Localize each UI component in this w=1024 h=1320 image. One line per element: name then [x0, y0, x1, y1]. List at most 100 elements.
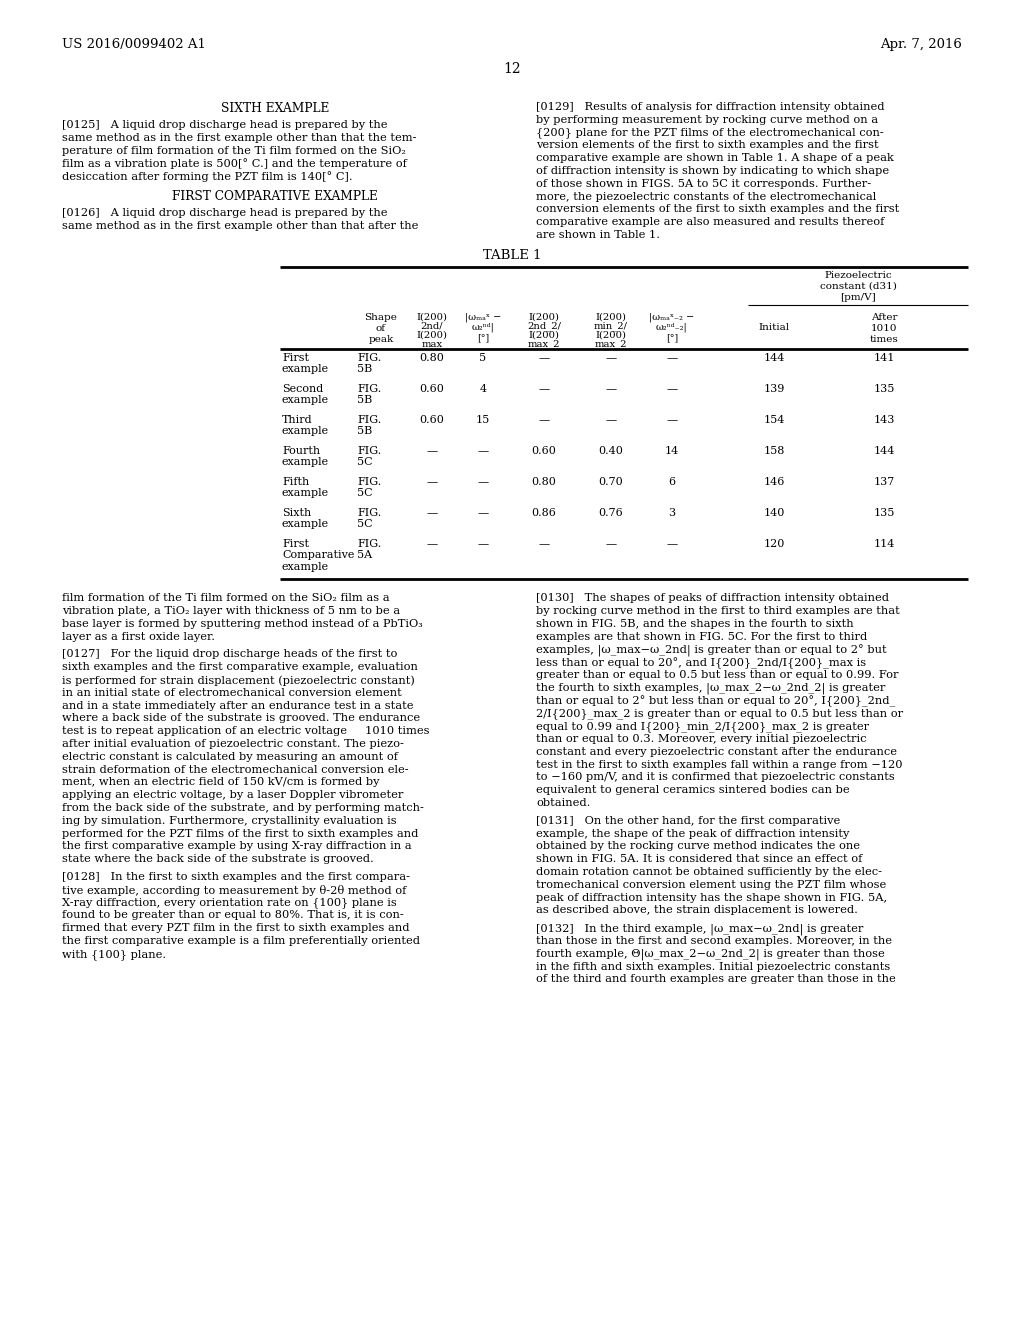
Text: After: After [870, 313, 897, 322]
Text: —: — [477, 539, 488, 549]
Text: firmed that every PZT film in the first to sixth examples and: firmed that every PZT film in the first … [62, 923, 410, 933]
Text: SIXTH EXAMPLE: SIXTH EXAMPLE [221, 102, 329, 115]
Text: I(200): I(200) [596, 331, 627, 339]
Text: 144: 144 [873, 446, 895, 455]
Text: obtained.: obtained. [536, 799, 591, 808]
Text: where a back side of the substrate is grooved. The endurance: where a back side of the substrate is gr… [62, 714, 420, 723]
Text: FIG.: FIG. [357, 352, 381, 363]
Text: Initial: Initial [759, 323, 790, 331]
Text: base layer is formed by sputtering method instead of a PbTiO₃: base layer is formed by sputtering metho… [62, 619, 423, 628]
Text: strain deformation of the electromechanical conversion ele-: strain deformation of the electromechani… [62, 764, 409, 775]
Text: perature of film formation of the Ti film formed on the SiO₂: perature of film formation of the Ti fil… [62, 145, 406, 156]
Text: Fifth: Fifth [282, 477, 309, 487]
Text: version elements of the first to sixth examples and the first: version elements of the first to sixth e… [536, 140, 879, 150]
Text: than or equal to 0.3. Moreover, every initial piezoelectric: than or equal to 0.3. Moreover, every in… [536, 734, 866, 744]
Text: First: First [282, 539, 309, 549]
Text: —: — [477, 477, 488, 487]
Text: |ωₘₐˣ −: |ωₘₐˣ − [465, 313, 501, 322]
Text: ω₂ⁿᵈ₋₂|: ω₂ⁿᵈ₋₂| [656, 323, 688, 333]
Text: FIG.: FIG. [357, 477, 381, 487]
Text: I(200): I(200) [528, 313, 559, 322]
Text: 0.40: 0.40 [599, 446, 624, 455]
Text: 2/I{200}_max_2 is greater than or equal to 0.5 but less than or: 2/I{200}_max_2 is greater than or equal … [536, 709, 903, 719]
Text: sixth examples and the first comparative example, evaluation: sixth examples and the first comparative… [62, 663, 418, 672]
Text: min_2/: min_2/ [594, 322, 628, 331]
Text: —: — [667, 539, 678, 549]
Text: 0.60: 0.60 [420, 414, 444, 425]
Text: comparative example are shown in Table 1. A shape of a peak: comparative example are shown in Table 1… [536, 153, 894, 164]
Text: example: example [282, 364, 329, 375]
Text: 0.60: 0.60 [420, 384, 444, 393]
Text: 146: 146 [763, 477, 784, 487]
Text: example: example [282, 488, 329, 499]
Text: greater than or equal to 0.5 but less than or equal to 0.99. For: greater than or equal to 0.5 but less th… [536, 671, 898, 680]
Text: FIG.: FIG. [357, 384, 381, 393]
Text: the fourth to sixth examples, |ω_max_2−ω_2nd_2| is greater: the fourth to sixth examples, |ω_max_2−ω… [536, 682, 886, 694]
Text: I(200): I(200) [417, 313, 447, 322]
Text: 2nd/: 2nd/ [421, 322, 443, 331]
Text: Second: Second [282, 384, 324, 393]
Text: of those shown in FIGS. 5A to 5C it corresponds. Further-: of those shown in FIGS. 5A to 5C it corr… [536, 178, 871, 189]
Text: peak of diffraction intensity has the shape shown in FIG. 5A,: peak of diffraction intensity has the sh… [536, 892, 887, 903]
Text: electric constant is calculated by measuring an amount of: electric constant is calculated by measu… [62, 752, 398, 762]
Text: Third: Third [282, 414, 312, 425]
Text: examples, |ω_max−ω_2nd| is greater than or equal to 2° but: examples, |ω_max−ω_2nd| is greater than … [536, 644, 887, 657]
Text: [0132]   In the third example, |ω_max−ω_2nd| is greater: [0132] In the third example, |ω_max−ω_2n… [536, 923, 863, 935]
Text: 15: 15 [476, 414, 490, 425]
Text: state where the back side of the substrate is grooved.: state where the back side of the substra… [62, 854, 374, 865]
Text: [0131]   On the other hand, for the first comparative: [0131] On the other hand, for the first … [536, 816, 841, 826]
Text: desiccation after forming the PZT film is 140[° C].: desiccation after forming the PZT film i… [62, 172, 352, 182]
Text: Sixth: Sixth [282, 508, 311, 517]
Text: example: example [282, 457, 329, 467]
Text: in an initial state of electromechanical conversion element: in an initial state of electromechanical… [62, 688, 401, 698]
Text: [°]: [°] [477, 333, 489, 342]
Text: FIG.: FIG. [357, 414, 381, 425]
Text: 114: 114 [873, 539, 895, 549]
Text: —: — [667, 352, 678, 363]
Text: —: — [426, 477, 437, 487]
Text: 3: 3 [669, 508, 676, 517]
Text: are shown in Table 1.: are shown in Table 1. [536, 230, 660, 240]
Text: constant (d31): constant (d31) [819, 281, 896, 290]
Text: 12: 12 [503, 62, 521, 77]
Text: more, the piezoelectric constants of the electromechanical: more, the piezoelectric constants of the… [536, 191, 877, 202]
Text: 1010: 1010 [870, 323, 897, 333]
Text: film formation of the Ti film formed on the SiO₂ film as a: film formation of the Ti film formed on … [62, 593, 389, 603]
Text: shown in FIG. 5B, and the shapes in the fourth to sixth: shown in FIG. 5B, and the shapes in the … [536, 619, 854, 628]
Text: layer as a first oxide layer.: layer as a first oxide layer. [62, 632, 215, 642]
Text: 137: 137 [873, 477, 895, 487]
Text: —: — [605, 384, 616, 393]
Text: US 2016/0099402 A1: US 2016/0099402 A1 [62, 38, 206, 51]
Text: peak: peak [369, 335, 393, 343]
Text: as described above, the strain displacement is lowered.: as described above, the strain displacem… [536, 906, 858, 916]
Text: Shape: Shape [365, 313, 397, 322]
Text: same method as in the first example other than that the tem-: same method as in the first example othe… [62, 133, 417, 143]
Text: FIG.: FIG. [357, 539, 381, 549]
Text: 135: 135 [873, 508, 895, 517]
Text: —: — [477, 508, 488, 517]
Text: 5C: 5C [357, 457, 373, 467]
Text: [0129]   Results of analysis for diffraction intensity obtained: [0129] Results of analysis for diffracti… [536, 102, 885, 112]
Text: constant and every piezoelectric constant after the endurance: constant and every piezoelectric constan… [536, 747, 897, 756]
Text: [0128]   In the first to sixth examples and the first compara-: [0128] In the first to sixth examples an… [62, 873, 410, 882]
Text: performed for the PZT films of the first to sixth examples and: performed for the PZT films of the first… [62, 829, 419, 838]
Text: —: — [426, 446, 437, 455]
Text: shown in FIG. 5A. It is considered that since an effect of: shown in FIG. 5A. It is considered that … [536, 854, 862, 865]
Text: 5B: 5B [357, 364, 373, 375]
Text: vibration plate, a TiO₂ layer with thickness of 5 nm to be a: vibration plate, a TiO₂ layer with thick… [62, 606, 400, 616]
Text: obtained by the rocking curve method indicates the one: obtained by the rocking curve method ind… [536, 841, 860, 851]
Text: 140: 140 [763, 508, 784, 517]
Text: 0.86: 0.86 [531, 508, 556, 517]
Text: tromechanical conversion element using the PZT film whose: tromechanical conversion element using t… [536, 880, 886, 890]
Text: FIRST COMPARATIVE EXAMPLE: FIRST COMPARATIVE EXAMPLE [172, 190, 378, 203]
Text: fourth example, Θ|ω_max_2−ω_2nd_2| is greater than those: fourth example, Θ|ω_max_2−ω_2nd_2| is gr… [536, 949, 885, 961]
Text: of the third and fourth examples are greater than those in the: of the third and fourth examples are gre… [536, 974, 896, 985]
Text: [0130]   The shapes of peaks of diffraction intensity obtained: [0130] The shapes of peaks of diffractio… [536, 593, 889, 603]
Text: [°]: [°] [666, 333, 678, 342]
Text: I(200): I(200) [417, 331, 447, 339]
Text: 158: 158 [763, 446, 784, 455]
Text: from the back side of the substrate, and by performing match-: from the back side of the substrate, and… [62, 803, 424, 813]
Text: Comparative: Comparative [282, 550, 354, 560]
Text: [0127]   For the liquid drop discharge heads of the first to: [0127] For the liquid drop discharge hea… [62, 649, 397, 660]
Text: {200} plane for the PZT films of the electromechanical con-: {200} plane for the PZT films of the ele… [536, 128, 884, 139]
